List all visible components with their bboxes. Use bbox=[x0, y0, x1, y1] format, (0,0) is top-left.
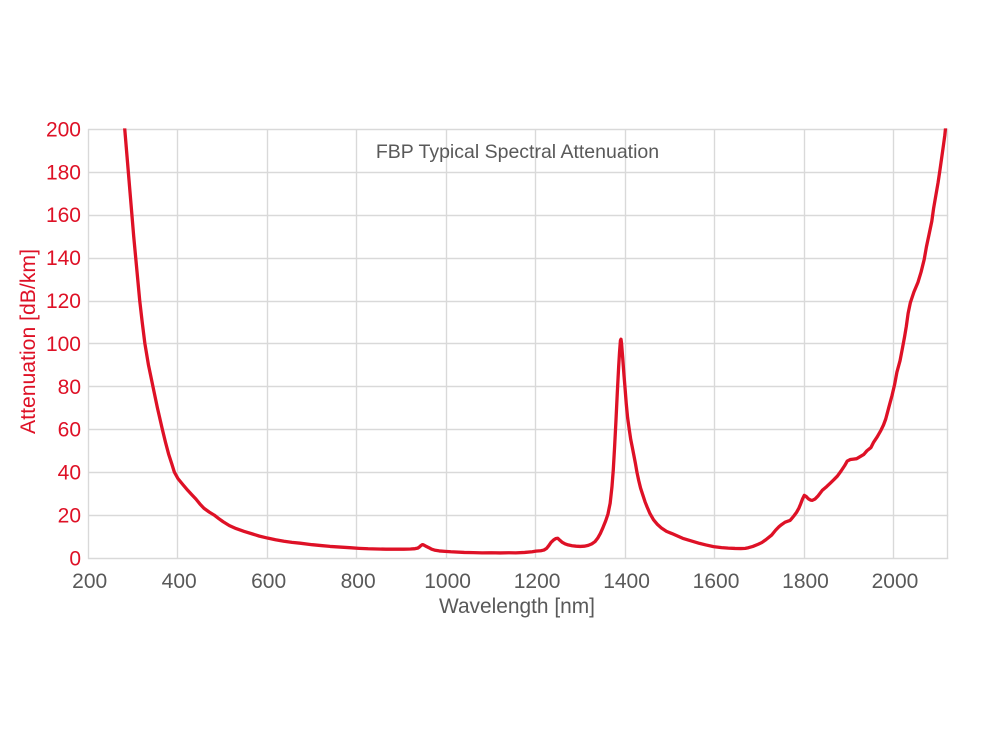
svg-text:180: 180 bbox=[46, 161, 81, 184]
svg-text:1000: 1000 bbox=[424, 570, 471, 593]
svg-text:200: 200 bbox=[72, 570, 107, 593]
svg-text:60: 60 bbox=[58, 419, 81, 442]
svg-text:140: 140 bbox=[46, 247, 81, 270]
svg-text:600: 600 bbox=[251, 570, 286, 593]
svg-text:800: 800 bbox=[341, 570, 376, 593]
svg-text:200: 200 bbox=[46, 118, 81, 141]
svg-text:Wavelength [nm]: Wavelength [nm] bbox=[439, 595, 595, 618]
svg-text:1200: 1200 bbox=[514, 570, 561, 593]
svg-text:Attenuation [dB/km]: Attenuation [dB/km] bbox=[17, 249, 40, 434]
svg-text:20: 20 bbox=[58, 505, 81, 528]
svg-text:1800: 1800 bbox=[782, 570, 829, 593]
svg-text:1400: 1400 bbox=[603, 570, 650, 593]
svg-text:1600: 1600 bbox=[693, 570, 740, 593]
svg-text:80: 80 bbox=[58, 376, 81, 399]
svg-text:0: 0 bbox=[69, 547, 81, 570]
svg-text:40: 40 bbox=[58, 462, 81, 485]
svg-text:400: 400 bbox=[162, 570, 197, 593]
svg-text:FBP Typical Spectral Attenuati: FBP Typical Spectral Attenuation bbox=[376, 141, 659, 163]
svg-text:2000: 2000 bbox=[872, 570, 919, 593]
svg-text:120: 120 bbox=[46, 290, 81, 313]
svg-text:160: 160 bbox=[46, 204, 81, 227]
svg-text:100: 100 bbox=[46, 333, 81, 356]
